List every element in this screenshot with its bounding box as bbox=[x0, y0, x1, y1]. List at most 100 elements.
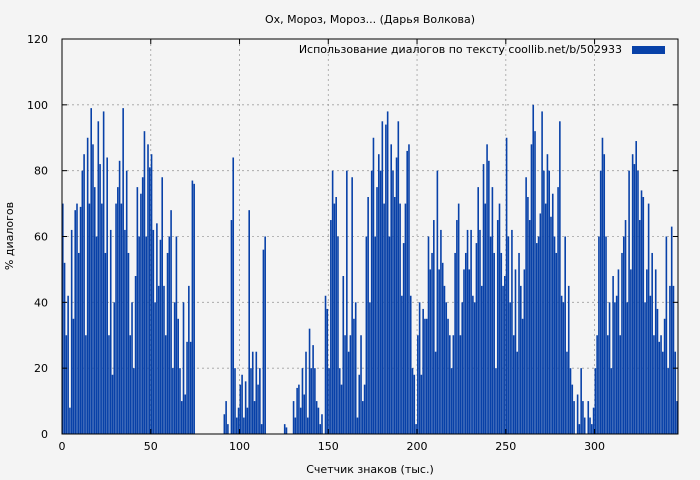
bar bbox=[133, 368, 135, 434]
bar bbox=[301, 368, 304, 434]
bar bbox=[369, 302, 371, 434]
bar bbox=[656, 308, 659, 434]
y-tick-label: 120 bbox=[27, 33, 48, 46]
bar bbox=[420, 374, 423, 434]
bar bbox=[296, 387, 298, 434]
bar bbox=[349, 335, 352, 434]
bar bbox=[566, 351, 568, 434]
bar bbox=[93, 187, 96, 434]
bar bbox=[576, 394, 579, 434]
bar bbox=[292, 401, 295, 434]
bar bbox=[255, 351, 258, 434]
bar bbox=[470, 229, 472, 434]
bar bbox=[163, 285, 165, 434]
bar bbox=[605, 236, 607, 434]
bar bbox=[358, 374, 361, 434]
bar bbox=[624, 220, 627, 434]
bar bbox=[603, 154, 606, 435]
bar bbox=[429, 269, 432, 434]
y-tick-label: 100 bbox=[27, 99, 48, 112]
bar bbox=[456, 220, 458, 434]
bar bbox=[337, 236, 339, 434]
x-tick-label: 100 bbox=[229, 440, 250, 453]
bar bbox=[521, 318, 524, 434]
bar bbox=[124, 229, 126, 434]
bar bbox=[528, 220, 531, 434]
bar bbox=[259, 368, 261, 434]
bar bbox=[312, 345, 314, 434]
x-tick-label: 200 bbox=[407, 440, 428, 453]
bar bbox=[489, 236, 492, 434]
bar bbox=[140, 193, 142, 434]
bar bbox=[164, 335, 167, 434]
bar bbox=[448, 335, 451, 434]
bar bbox=[436, 170, 439, 434]
bar bbox=[120, 203, 123, 434]
bar bbox=[102, 111, 105, 435]
bar bbox=[74, 210, 77, 434]
bar bbox=[404, 203, 407, 434]
bar bbox=[225, 401, 227, 434]
bar bbox=[484, 203, 487, 434]
bar bbox=[454, 252, 456, 434]
bar bbox=[70, 229, 73, 434]
bar bbox=[306, 417, 309, 434]
bar bbox=[548, 170, 551, 434]
bar bbox=[509, 302, 511, 434]
bar bbox=[424, 318, 426, 434]
bar bbox=[152, 229, 155, 434]
grid-lines bbox=[62, 39, 678, 434]
bar bbox=[161, 177, 164, 434]
bar bbox=[305, 351, 307, 434]
x-axis-label: Счетчик знаков (тыс.) bbox=[306, 463, 434, 476]
bar bbox=[495, 368, 497, 434]
bar bbox=[633, 164, 636, 435]
bar bbox=[83, 154, 85, 435]
bar bbox=[108, 335, 110, 434]
bar bbox=[516, 351, 519, 434]
bar bbox=[166, 252, 169, 434]
bar bbox=[131, 302, 133, 434]
bar bbox=[415, 424, 417, 434]
bar bbox=[573, 401, 575, 434]
bar bbox=[578, 424, 581, 434]
x-tick-label: 50 bbox=[144, 440, 158, 453]
bar bbox=[473, 302, 476, 434]
bar bbox=[617, 269, 620, 434]
legend-swatch bbox=[632, 46, 665, 54]
bar bbox=[480, 285, 483, 434]
bar bbox=[370, 170, 373, 434]
bar bbox=[427, 236, 430, 434]
bar bbox=[635, 141, 637, 434]
bar bbox=[241, 374, 243, 434]
bar bbox=[95, 236, 98, 434]
bar bbox=[333, 203, 336, 434]
bar bbox=[351, 177, 353, 434]
bar bbox=[658, 341, 661, 434]
bar bbox=[559, 121, 561, 435]
bar bbox=[621, 252, 623, 434]
bar bbox=[342, 276, 345, 434]
bar bbox=[159, 239, 162, 434]
bar bbox=[612, 276, 614, 434]
bar bbox=[408, 144, 410, 435]
bar bbox=[138, 236, 140, 434]
bar bbox=[310, 368, 313, 434]
bar bbox=[184, 394, 187, 434]
bar bbox=[482, 164, 485, 435]
bar bbox=[441, 262, 444, 434]
bar bbox=[401, 295, 403, 434]
bar bbox=[283, 424, 286, 434]
bar bbox=[457, 203, 460, 434]
bar bbox=[109, 229, 112, 434]
bar bbox=[381, 121, 384, 435]
bar bbox=[227, 424, 229, 434]
bar bbox=[383, 203, 385, 434]
y-tick-label: 80 bbox=[34, 165, 48, 178]
bar bbox=[177, 318, 179, 434]
bar bbox=[388, 236, 391, 434]
bar bbox=[386, 111, 389, 435]
bar bbox=[422, 308, 424, 434]
bar bbox=[257, 384, 259, 434]
